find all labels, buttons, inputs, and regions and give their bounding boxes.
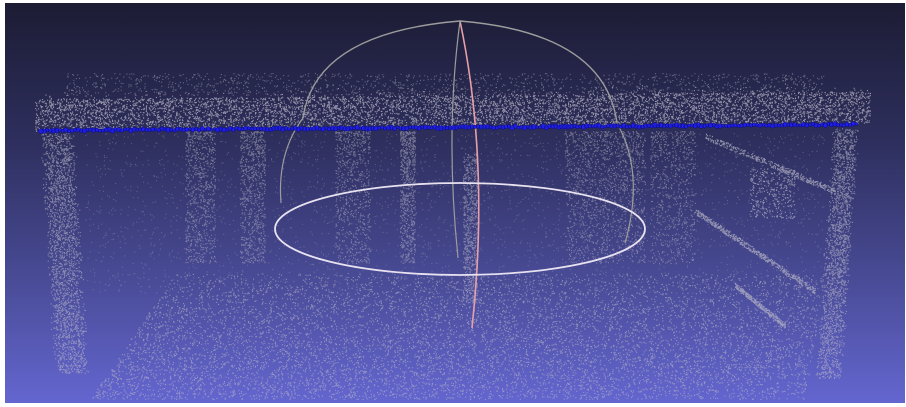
selected-points-row — [38, 121, 859, 134]
ceiling-haze-points — [66, 73, 826, 97]
right-structure-points — [695, 133, 836, 329]
point-cloud-scene[interactable] — [5, 3, 905, 403]
trackball-equator-ring — [274, 182, 646, 276]
point-cloud — [35, 73, 872, 401]
trackball-outer-arc-left — [279, 117, 304, 204]
center-pole-points — [463, 153, 479, 304]
trackball-outer-arc-right — [616, 122, 634, 244]
right-wall-points — [815, 128, 859, 379]
left-wall-points — [41, 133, 90, 374]
floor-points — [92, 273, 826, 401]
ceiling-points — [35, 82, 872, 132]
trackball-gizmo-icon[interactable] — [274, 20, 646, 329]
trackball-vertical-meridian — [459, 20, 480, 329]
interior-sparse-points — [85, 133, 825, 294]
3d-viewport[interactable] — [5, 3, 905, 403]
trackball-vertical-meridian-back — [451, 20, 461, 259]
back-wall-points — [185, 131, 697, 265]
